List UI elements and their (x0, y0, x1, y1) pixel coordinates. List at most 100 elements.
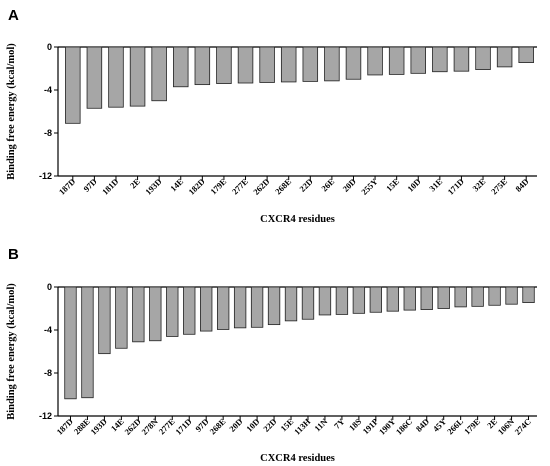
x-tick-label: 266L (445, 416, 465, 436)
bar (115, 286, 128, 349)
bar (496, 46, 513, 68)
bar (132, 286, 145, 343)
bar (403, 286, 416, 311)
bar (432, 46, 448, 73)
bar (505, 286, 518, 305)
panel-label: B (8, 246, 19, 263)
x-tick-label: 275E (489, 176, 509, 196)
bar (471, 286, 484, 307)
bar (237, 46, 254, 84)
x-tick-label: 20D (227, 416, 244, 433)
bar (352, 286, 366, 314)
bar (318, 286, 332, 316)
x-tick-label: 7Y (332, 416, 346, 430)
y-axis-title: Binding free energy (kcal/mol) (6, 283, 17, 420)
x-tick-label: 190Y (377, 416, 397, 436)
bar (65, 46, 81, 124)
y-tick-label: -8 (44, 368, 52, 378)
x-tick-label: 171D (445, 176, 465, 196)
bar (518, 46, 534, 63)
bar (522, 286, 535, 303)
x-tick-label: 268E (273, 176, 293, 196)
y-tick-label: 0 (47, 42, 52, 52)
y-tick-label: -4 (44, 85, 52, 95)
x-tick-label: 26E (319, 176, 336, 193)
bar (420, 286, 433, 310)
x-tick-label: 181D (100, 176, 120, 196)
bar (200, 286, 213, 332)
bar (194, 46, 211, 86)
x-axis-title: CXCR4 residues (260, 214, 335, 225)
bar (98, 286, 111, 355)
bar (216, 46, 232, 84)
x-axis-title: CXCR4 residues (260, 453, 335, 464)
x-tick-label: 288E (72, 416, 92, 436)
bar (166, 286, 179, 337)
bar (151, 46, 167, 102)
bar (259, 46, 275, 83)
x-tick-label: 15E (384, 176, 401, 193)
x-tick-label: 186C (394, 416, 414, 436)
x-tick-label: 187D (54, 416, 74, 436)
x-tick-label: 193D (88, 416, 108, 436)
y-axis-title: Binding free energy (kcal/mol) (6, 43, 17, 180)
bar (216, 286, 230, 330)
bar (64, 286, 77, 400)
x-tick-label: 193D (143, 176, 163, 196)
x-tick-label: 278N (139, 416, 160, 437)
x-tick-label: 277E (230, 176, 250, 196)
bar (149, 286, 162, 342)
x-tick-label: 11N (312, 416, 330, 434)
bar (173, 46, 189, 88)
bar (410, 46, 426, 74)
bar (437, 286, 450, 309)
bar (233, 286, 247, 329)
x-tick-label: 97D (81, 176, 98, 193)
bar (488, 286, 501, 306)
x-tick-label: 179E (208, 176, 228, 196)
y-tick-label: -12 (39, 411, 52, 421)
bar (280, 46, 297, 83)
x-tick-label: 182D (186, 176, 206, 196)
x-tick-label: 10D (405, 176, 422, 193)
y-tick-label: 0 (47, 282, 52, 292)
x-tick-label: 255Y (359, 176, 379, 196)
x-tick-label: 171D (173, 416, 193, 436)
y-tick-label: -12 (39, 171, 52, 181)
bar (475, 46, 491, 70)
bar (454, 286, 467, 308)
bar (267, 286, 281, 326)
bar (386, 286, 399, 312)
bar (284, 286, 298, 322)
bar (250, 286, 264, 328)
bar (129, 46, 146, 107)
x-tick-label: 262D (251, 176, 271, 196)
x-tick-label: 32E (470, 176, 487, 193)
x-tick-label: 277E (157, 416, 177, 436)
x-tick-label: 187D (57, 176, 77, 196)
x-tick-label: 179E (462, 416, 482, 436)
x-tick-label: 31E (427, 176, 444, 193)
x-tick-label: 106N (496, 416, 517, 437)
bar (183, 286, 196, 335)
bar (108, 46, 124, 108)
x-tick-label: 84D (414, 416, 431, 433)
x-tick-label: 262D (122, 416, 142, 436)
x-tick-label: 113H (292, 416, 313, 437)
x-tick-label: 22D (261, 416, 278, 433)
panel-label: A (8, 7, 19, 24)
bar (369, 286, 383, 313)
bar (345, 46, 362, 80)
bar (324, 46, 340, 82)
y-tick-label: -8 (44, 128, 52, 138)
bar (302, 46, 319, 82)
y-tick-label: -4 (44, 325, 52, 335)
bar (388, 46, 405, 75)
bar (301, 286, 315, 320)
bar (335, 286, 349, 315)
bar (81, 286, 94, 399)
x-tick-label: 2E (128, 176, 142, 190)
bar (86, 46, 103, 109)
x-tick-label: 84D (513, 176, 530, 193)
